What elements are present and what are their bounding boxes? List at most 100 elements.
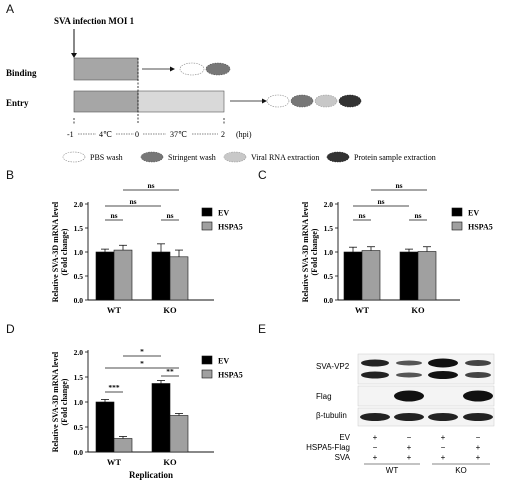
blot-band — [360, 413, 390, 421]
x-tick-label: WT — [355, 305, 370, 315]
group-label-wt: WT — [386, 466, 399, 475]
y-tick-label: 1.5 — [324, 224, 334, 233]
phase2-label: 37℃ — [170, 130, 187, 139]
blot-band — [465, 372, 491, 378]
y-tick-label: 0.5 — [74, 272, 84, 281]
legend-label: EV — [218, 209, 229, 218]
cell: + — [441, 453, 446, 462]
infection-arrow-head — [71, 53, 77, 58]
y-axis-label: (Fold change) — [60, 228, 69, 275]
bar — [151, 383, 171, 453]
row-label-entry: Entry — [6, 98, 29, 108]
blot-strip-vp2 — [357, 353, 495, 385]
panel-label-a: A — [6, 2, 15, 16]
band-label-flag: Flag — [316, 392, 332, 401]
x-tick-label: KO — [411, 305, 425, 315]
infection-schematic: SVA infection MOI 1 Binding Entry -1 0 2… — [6, 16, 436, 163]
y-tick-label: 1.0 — [324, 248, 334, 257]
cell: + — [407, 443, 412, 452]
blot-band — [463, 413, 493, 421]
legend-swatch — [201, 221, 213, 231]
rna-extraction-icon — [223, 151, 247, 163]
y-tick-label: 0.0 — [74, 448, 84, 457]
blot-band — [396, 360, 422, 366]
blot-band — [394, 413, 424, 421]
y-tick-label: 2.0 — [324, 200, 334, 209]
significance-label: ns — [129, 197, 136, 206]
cell: + — [373, 453, 378, 462]
bar — [343, 251, 363, 301]
legend-label: HSPA5 — [218, 223, 243, 232]
significance-label: * — [140, 359, 144, 368]
blot-band — [396, 372, 422, 378]
significance-label: ns — [358, 211, 365, 220]
panel-label-c: C — [258, 168, 267, 182]
bar — [417, 251, 437, 301]
significance-label: * — [140, 347, 144, 356]
significance-label: ns — [377, 197, 384, 206]
bar — [361, 250, 381, 301]
row-label-ev: EV — [339, 433, 350, 442]
blot-strip-flag — [357, 385, 495, 407]
cell: + — [373, 433, 378, 442]
x-axis-label: Replication — [129, 470, 173, 480]
row-label-sva: SVA — [335, 453, 351, 462]
row-label-binding: Binding — [6, 68, 37, 78]
y-tick-label: 2.0 — [74, 348, 84, 357]
group-label-ko: KO — [455, 466, 467, 475]
legend-label: EV — [468, 209, 479, 218]
significance-label: ns — [110, 211, 117, 220]
protein-extraction-icon — [326, 151, 350, 163]
entry-4c-bar — [73, 90, 139, 113]
pbs-wash-cloud — [179, 62, 205, 76]
legend-swatch — [201, 207, 213, 217]
cell: + — [441, 433, 446, 442]
x-tick-label: KO — [163, 305, 177, 315]
blot-band — [428, 371, 458, 379]
entry-arrow-head — [262, 98, 267, 104]
y-tick-label: 0.0 — [324, 296, 334, 305]
binding-phase-bar — [73, 57, 139, 81]
bar — [151, 251, 171, 301]
pbs-wash-icon — [62, 151, 86, 163]
y-tick-label: 0.5 — [74, 423, 84, 432]
significance-label: ns — [395, 181, 402, 190]
y-axis-label: (Fold change) — [60, 378, 69, 425]
blot-band — [394, 390, 424, 402]
y-axis-label: (Fold change) — [310, 228, 319, 275]
bar — [113, 249, 133, 301]
band-label-tubulin: β-tubulin — [316, 411, 347, 420]
pbs-wash-cloud — [266, 94, 290, 108]
tick-label: 2 — [221, 130, 225, 139]
y-tick-label: 0.0 — [74, 296, 84, 305]
cell: + — [476, 443, 481, 452]
replication-bar-chart: Relative SVA-3D mRNA level (Fold change) 0… — [51, 347, 243, 480]
bar — [95, 251, 115, 301]
y-axis-label: Relative SVA-3D mRNA level — [51, 351, 60, 452]
binding-arrow-head — [170, 66, 175, 72]
y-tick-label: 1.0 — [74, 398, 84, 407]
row-label-hspa5-flag: HSPA5-Flag — [306, 443, 350, 452]
y-tick-label: 1.0 — [74, 248, 84, 257]
x-tick-label: KO — [163, 457, 177, 467]
tick-label: -1 — [67, 130, 74, 139]
bar — [95, 401, 115, 453]
significance-label: *** — [108, 383, 120, 392]
blot-band — [428, 413, 458, 421]
panel-label-e: E — [258, 322, 267, 336]
y-tick-label: 1.5 — [74, 373, 84, 382]
significance-label: ns — [166, 211, 173, 220]
stringent-wash-cloud — [205, 62, 231, 76]
phase1-label: 4℃ — [99, 130, 112, 139]
bar — [113, 438, 133, 453]
blot-band — [361, 371, 389, 379]
y-axis-label: Relative SVA-3D mRNA level — [301, 201, 310, 302]
stringent-wash-cloud — [290, 94, 314, 108]
blot-band — [428, 358, 458, 368]
legend-pbs: PBS wash — [90, 153, 123, 162]
blot-band — [361, 359, 389, 367]
cell: − — [373, 443, 378, 452]
western-blot: SVA-VP2 Flag β-tubulin EV HSPA5-Flag SVA… — [306, 353, 495, 475]
legend-swatch — [201, 355, 213, 365]
bar — [169, 256, 189, 301]
